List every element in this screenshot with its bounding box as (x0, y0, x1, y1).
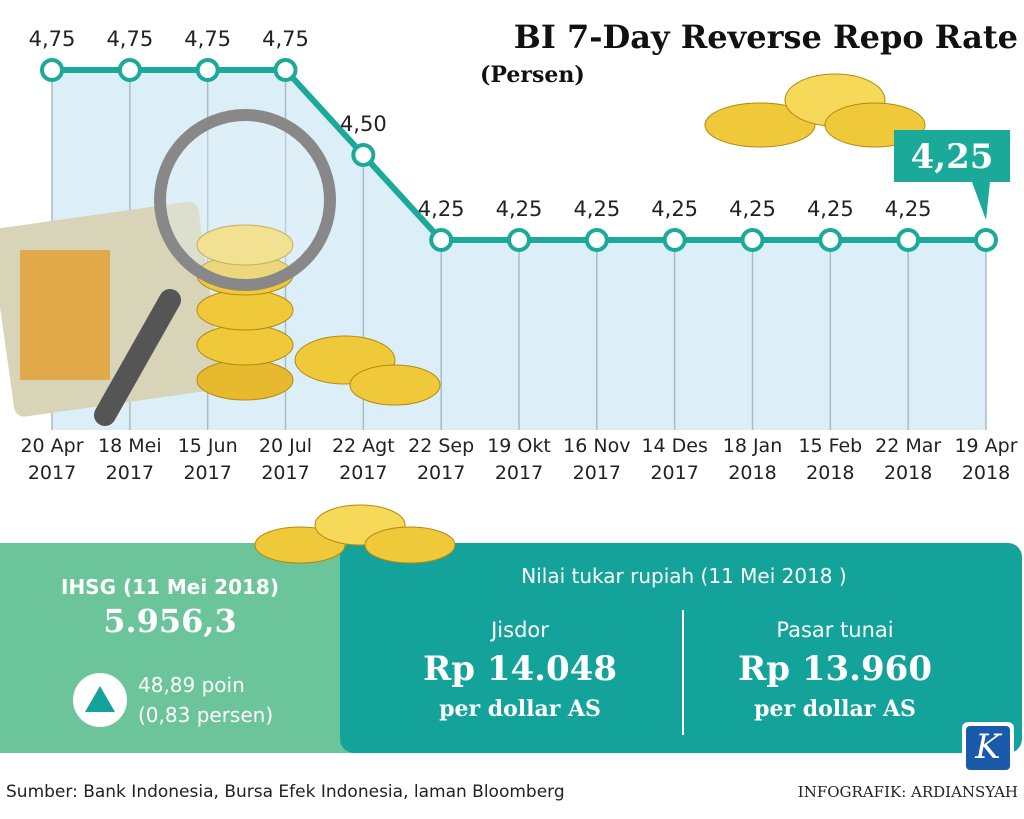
x-tick-label: 16 Nov 2017 (563, 435, 631, 484)
callout (894, 130, 1010, 220)
logo: K (974, 727, 1003, 767)
credit: INFOGRAFIK: ARDIANSYAH (798, 783, 1018, 801)
point (507, 228, 531, 252)
point (662, 228, 687, 252)
x-tick-label: 19 Okt 2017 (487, 435, 551, 484)
x-tick-label: 19 Apr 2018 (954, 435, 1018, 484)
jisdor-value: Rp 14.048 (423, 649, 617, 689)
value-label: 4,25 (651, 197, 698, 221)
point (896, 228, 921, 252)
jisdor-unit: per dollar AS (439, 696, 601, 722)
point (273, 58, 298, 82)
value-label: 4,75 (106, 27, 153, 51)
x-tick-label: 22 Mar 2018 (875, 435, 942, 484)
x-tick-label: 22 Agt 2017 (331, 435, 395, 484)
value-label: 4,25 (496, 197, 543, 221)
x-tick-label: 22 Sep 2017 (408, 435, 475, 484)
value-label: 4,75 (262, 27, 309, 51)
callout-label: 4,25 (911, 137, 994, 177)
point (429, 228, 454, 252)
ihsg-panel (0, 543, 360, 753)
point (117, 58, 142, 82)
value-label: 4,75 (29, 27, 76, 51)
x-tick-label: 15 Feb 2018 (798, 435, 863, 484)
chart-title: BI 7-Day Reverse Repo Rate (514, 18, 1018, 56)
point (195, 58, 220, 82)
x-tick-label: 18 Mei 2017 (98, 435, 162, 484)
value-label: 4,25 (807, 197, 854, 221)
value-label: 4,25 (729, 197, 776, 221)
x-tick-label: 18 Jan 2018 (722, 435, 783, 484)
x-tick-label: 14 Des 2017 (641, 435, 708, 484)
point (974, 228, 998, 252)
x-tick-label: 20 Apr 2017 (20, 435, 84, 484)
ihsg-label: IHSG (11 Mei 2018) (61, 575, 279, 599)
value-label: 4,50 (340, 112, 387, 136)
chart-subtitle: (Persen) (480, 62, 585, 88)
x-tick-label: 20 Jul 2017 (258, 435, 313, 484)
x-tick-label: 15 Jun 2017 (177, 435, 238, 484)
point (351, 143, 376, 167)
jisdor-label: Jisdor (489, 618, 549, 642)
cash-unit: per dollar AS (754, 696, 916, 722)
exchange-panel (340, 543, 1022, 753)
ihsg-value: 5.956,3 (103, 602, 237, 640)
decoration (0, 73, 926, 426)
value-label: 4,25 (573, 197, 620, 221)
series: 4,75 4,75 4,75 4,75 4,50 4,25 4,25 4,25 4,25 4,25… (29, 27, 1010, 252)
point (40, 58, 64, 82)
ihsg-change: 48,89 poin (138, 673, 245, 697)
value-label: 4,25 (418, 197, 465, 221)
value-label: 4,75 (184, 27, 231, 51)
cash-label: Pasar tunai (776, 618, 893, 642)
ihsg-percent: (0,83 persen) (138, 703, 273, 727)
point (818, 228, 843, 252)
value-label: 4,25 (885, 197, 932, 221)
point (740, 228, 765, 252)
source: Sumber: Bank Indonesia, Bursa Efek Indon… (6, 782, 565, 802)
point (584, 228, 609, 252)
exchange-title: Nilai tukar rupiah (11 Mei 2018 ) (521, 564, 846, 588)
cash-value: Rp 13.960 (738, 649, 932, 689)
